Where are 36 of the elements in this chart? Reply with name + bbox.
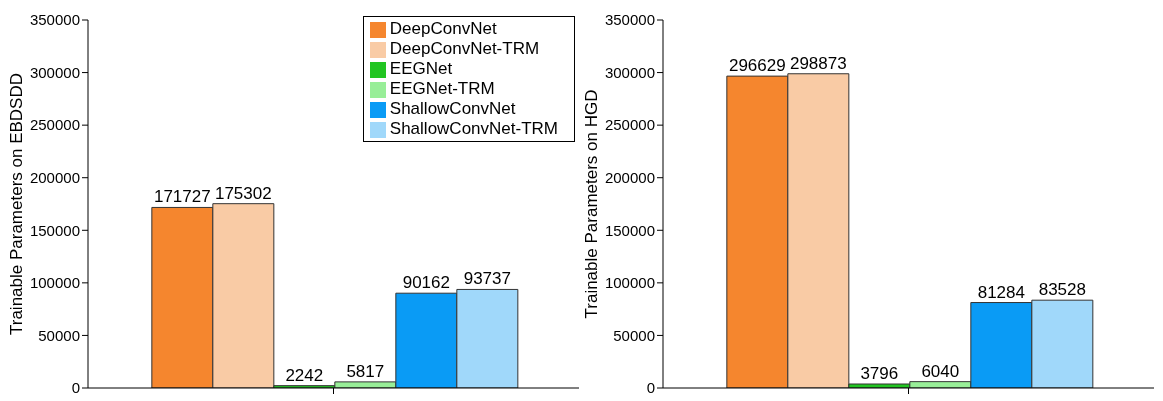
- y-axis-title: Trainable Parameters on EBDSDD: [7, 72, 27, 336]
- y-tick-label: 150000: [604, 221, 655, 239]
- data-label: 2242: [285, 365, 324, 385]
- y-tick-label: 300000: [29, 63, 80, 81]
- y-tick-label: 50000: [38, 326, 80, 344]
- y-tick-label: 250000: [29, 116, 80, 134]
- y-tick-label: 250000: [604, 116, 655, 134]
- y-tick-label: 200000: [29, 169, 80, 187]
- y-tick-label: 350000: [604, 11, 655, 29]
- y-tick-label: 0: [71, 379, 80, 397]
- y-tick-label: 50000: [613, 326, 655, 344]
- y-tick-label: 150000: [29, 221, 80, 239]
- legend-label: EEGNet: [389, 59, 453, 78]
- y-tick-label: 300000: [604, 63, 655, 81]
- data-label: 93737: [463, 269, 511, 289]
- y-tick-label: 200000: [604, 169, 655, 187]
- data-label: 83528: [1038, 280, 1086, 300]
- legend-label: ShallowConvNet-TRM: [389, 119, 558, 138]
- y-axis-title: Trainable Parameters on HGD: [582, 89, 602, 319]
- legend-label: EEGNet-TRM: [389, 79, 495, 98]
- data-label: 81284: [977, 282, 1025, 302]
- data-label: 171727: [153, 187, 211, 207]
- y-tick-label: 350000: [29, 11, 80, 29]
- legend-label: ShallowConvNet: [389, 99, 516, 118]
- legend-label: DeepConvNet: [389, 19, 497, 38]
- data-label: 296629: [728, 56, 786, 76]
- data-label: 90162: [402, 273, 450, 293]
- data-label: 175302: [214, 183, 272, 203]
- legend-label: DeepConvNet-TRM: [389, 39, 540, 58]
- data-label: 3796: [860, 364, 899, 384]
- y-tick-label: 100000: [604, 274, 655, 292]
- y-tick-label: 0: [646, 379, 655, 397]
- y-tick-label: 100000: [29, 274, 80, 292]
- data-label: 6040: [921, 361, 960, 381]
- data-label: 5817: [346, 361, 385, 381]
- data-label: 298873: [789, 53, 847, 73]
